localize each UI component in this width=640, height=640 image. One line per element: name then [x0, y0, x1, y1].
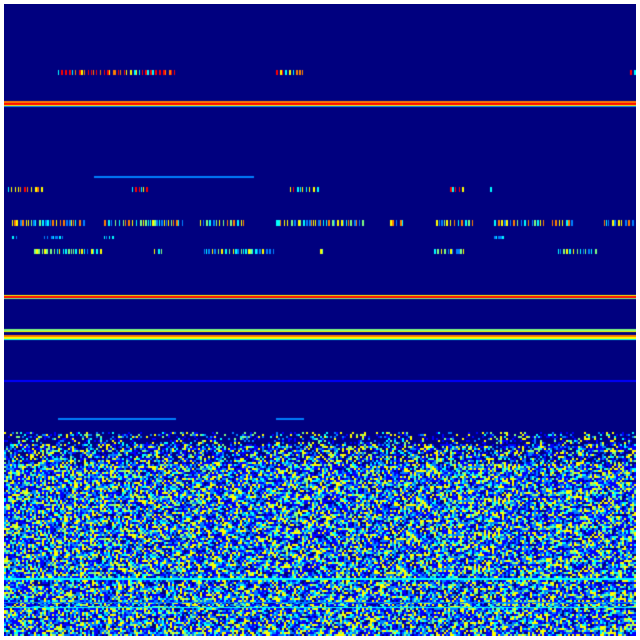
spectrogram-heatmap [4, 4, 636, 636]
